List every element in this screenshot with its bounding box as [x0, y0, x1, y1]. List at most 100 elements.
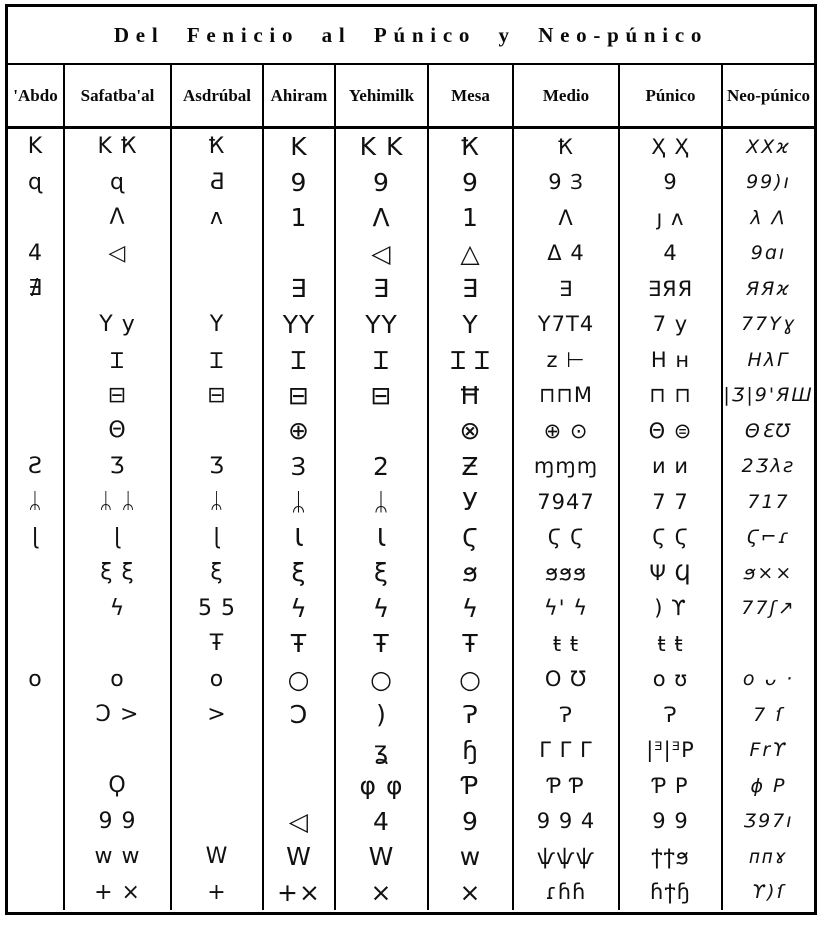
glyph-cell: XXϰ [746, 135, 791, 158]
glyph-cell: 9ɑı [750, 242, 787, 265]
glyph-cell: 5 5 [172, 590, 264, 626]
glyph-cell: Ƥ Ƥ [514, 768, 620, 804]
column-header: Mesa [429, 65, 514, 126]
glyph-cell [8, 626, 65, 662]
glyph-cell: +× [264, 874, 336, 910]
glyph-cell: Ϙ [65, 768, 172, 804]
glyph-cell: ⊟ [172, 377, 264, 413]
glyph-cell: |Ӡ|9'ЯШ [723, 384, 814, 407]
glyph-cell: ΘƐƱ [744, 419, 793, 442]
glyph-cell: YY [264, 306, 336, 342]
glyph-cell: ○ [336, 661, 429, 697]
column-header: Medio [514, 65, 620, 126]
glyph-cell [172, 235, 264, 271]
glyph-cell: ʌ [172, 200, 264, 236]
glyph-cell: Ɜ [264, 448, 336, 484]
glyph-cell: Y [172, 306, 264, 342]
glyph-cell: ѱѱѱ [514, 839, 620, 875]
glyph-cell: 77Yɣ [740, 313, 797, 336]
glyph-cell [336, 413, 429, 449]
glyph-cell: o ᴗ · [742, 668, 795, 691]
glyph-cell: Ɩ [336, 519, 429, 555]
glyph-cell [8, 803, 65, 839]
glyph-cell: Ψ Ϥ [620, 555, 723, 591]
glyph-cell: ᴎ ᴎ [620, 448, 723, 484]
glyph-cell: У [429, 484, 514, 520]
glyph-cell: o [8, 661, 65, 697]
glyph-cell: ∃ [514, 271, 620, 307]
glyph-cell: > [172, 697, 264, 733]
glyph-cell: Ɔ > [65, 697, 172, 733]
glyph-cell [264, 235, 336, 271]
glyph-cell: Ɪ [65, 342, 172, 378]
glyph-cell: 9 9 [65, 803, 172, 839]
glyph-cell: 9 [264, 164, 336, 200]
glyph-cell [264, 732, 336, 768]
glyph-cell: K K [336, 129, 429, 165]
glyph-cell: 4 [336, 803, 429, 839]
glyph-cell: Ɪ [336, 342, 429, 378]
glyph-cell: 2 [336, 448, 429, 484]
glyph-cell: Ϛ [429, 519, 514, 555]
glyph-cell: W [264, 839, 336, 875]
glyph-cell: Ŧ [172, 626, 264, 662]
glyph-cell: ∃ЯЯ [620, 271, 723, 307]
glyph-cell: Ҟ [172, 129, 264, 165]
glyph-cell: Ŧ [336, 626, 429, 662]
glyph-cell [8, 377, 65, 413]
glyph-cell: Λ [514, 200, 620, 236]
glyph-cell: Ŧ [264, 626, 336, 662]
glyph-cell: Ƥ [429, 768, 514, 804]
glyph-cell: ∃ [336, 271, 429, 307]
glyph-cell: Ɪ [172, 342, 264, 378]
glyph-cell: 9 [620, 164, 723, 200]
glyph-cell [172, 803, 264, 839]
glyph-cell [8, 874, 65, 910]
glyph-cell: Frϒ [749, 739, 788, 762]
glyph-cell: 7947 [514, 484, 620, 520]
glyph-cell: K [8, 129, 65, 165]
glyph-cell: ξ [172, 555, 264, 591]
glyph-cell: ⊟ [65, 377, 172, 413]
glyph-cell: 717 [747, 490, 790, 513]
glyph-cell: 9 [336, 164, 429, 200]
glyph-cell: ⊓⊓M [514, 377, 620, 413]
glyph-cell: ϟ' ϟ [514, 590, 620, 626]
glyph-cell: ȷ ʌ [620, 200, 723, 236]
glyph-cell [8, 200, 65, 236]
glyph-cell [8, 306, 65, 342]
glyph-cell: 77ʃ↗ [741, 597, 796, 620]
glyph-cell: ᛦ [336, 484, 429, 520]
glyph-cell: o [172, 661, 264, 697]
glyph-cell [8, 413, 65, 449]
glyph-cell [172, 768, 264, 804]
glyph-cell [65, 732, 172, 768]
glyph-cell: Ҳ Ҳ [620, 129, 723, 165]
glyph-cell: |ᴲ|ᴲP [620, 732, 723, 768]
glyph-cell: W [172, 839, 264, 875]
glyph-cell [172, 271, 264, 307]
glyph-cell: ∃ [264, 271, 336, 307]
glyph-cell: ○ [264, 661, 336, 697]
glyph-cell: Ŧ [429, 626, 514, 662]
glyph-cell: Θ ⊜ [620, 413, 723, 449]
column-header: Yehimilk [336, 65, 429, 126]
glyph-cell: Ɔ [264, 697, 336, 733]
glyph-cell: ɱɱɱ [514, 448, 620, 484]
glyph-cell: Ɩ [264, 519, 336, 555]
header-row: 'Abdo Safatba'al Asdrúbal Ahiram Yehimilk Mes… [8, 65, 814, 129]
glyph-cell [8, 697, 65, 733]
glyph-cell: 7 y [620, 306, 723, 342]
glyph-cell: Ϛ Ϛ [514, 519, 620, 555]
glyph-cell: Ɂ [429, 697, 514, 733]
glyph-cell [172, 732, 264, 768]
glyph-cell: ◁ [65, 235, 172, 271]
glyph-cell [65, 271, 172, 307]
glyph-cell: ϯϯϧ [620, 839, 723, 875]
glyph-cell: Ϛ Ϛ [620, 519, 723, 555]
glyph-cell: K Ҟ [65, 129, 172, 165]
glyph-cell: Λ [336, 200, 429, 236]
glyph-cell: Y7T4 [514, 306, 620, 342]
glyph-cell: z ⊢ [514, 342, 620, 378]
